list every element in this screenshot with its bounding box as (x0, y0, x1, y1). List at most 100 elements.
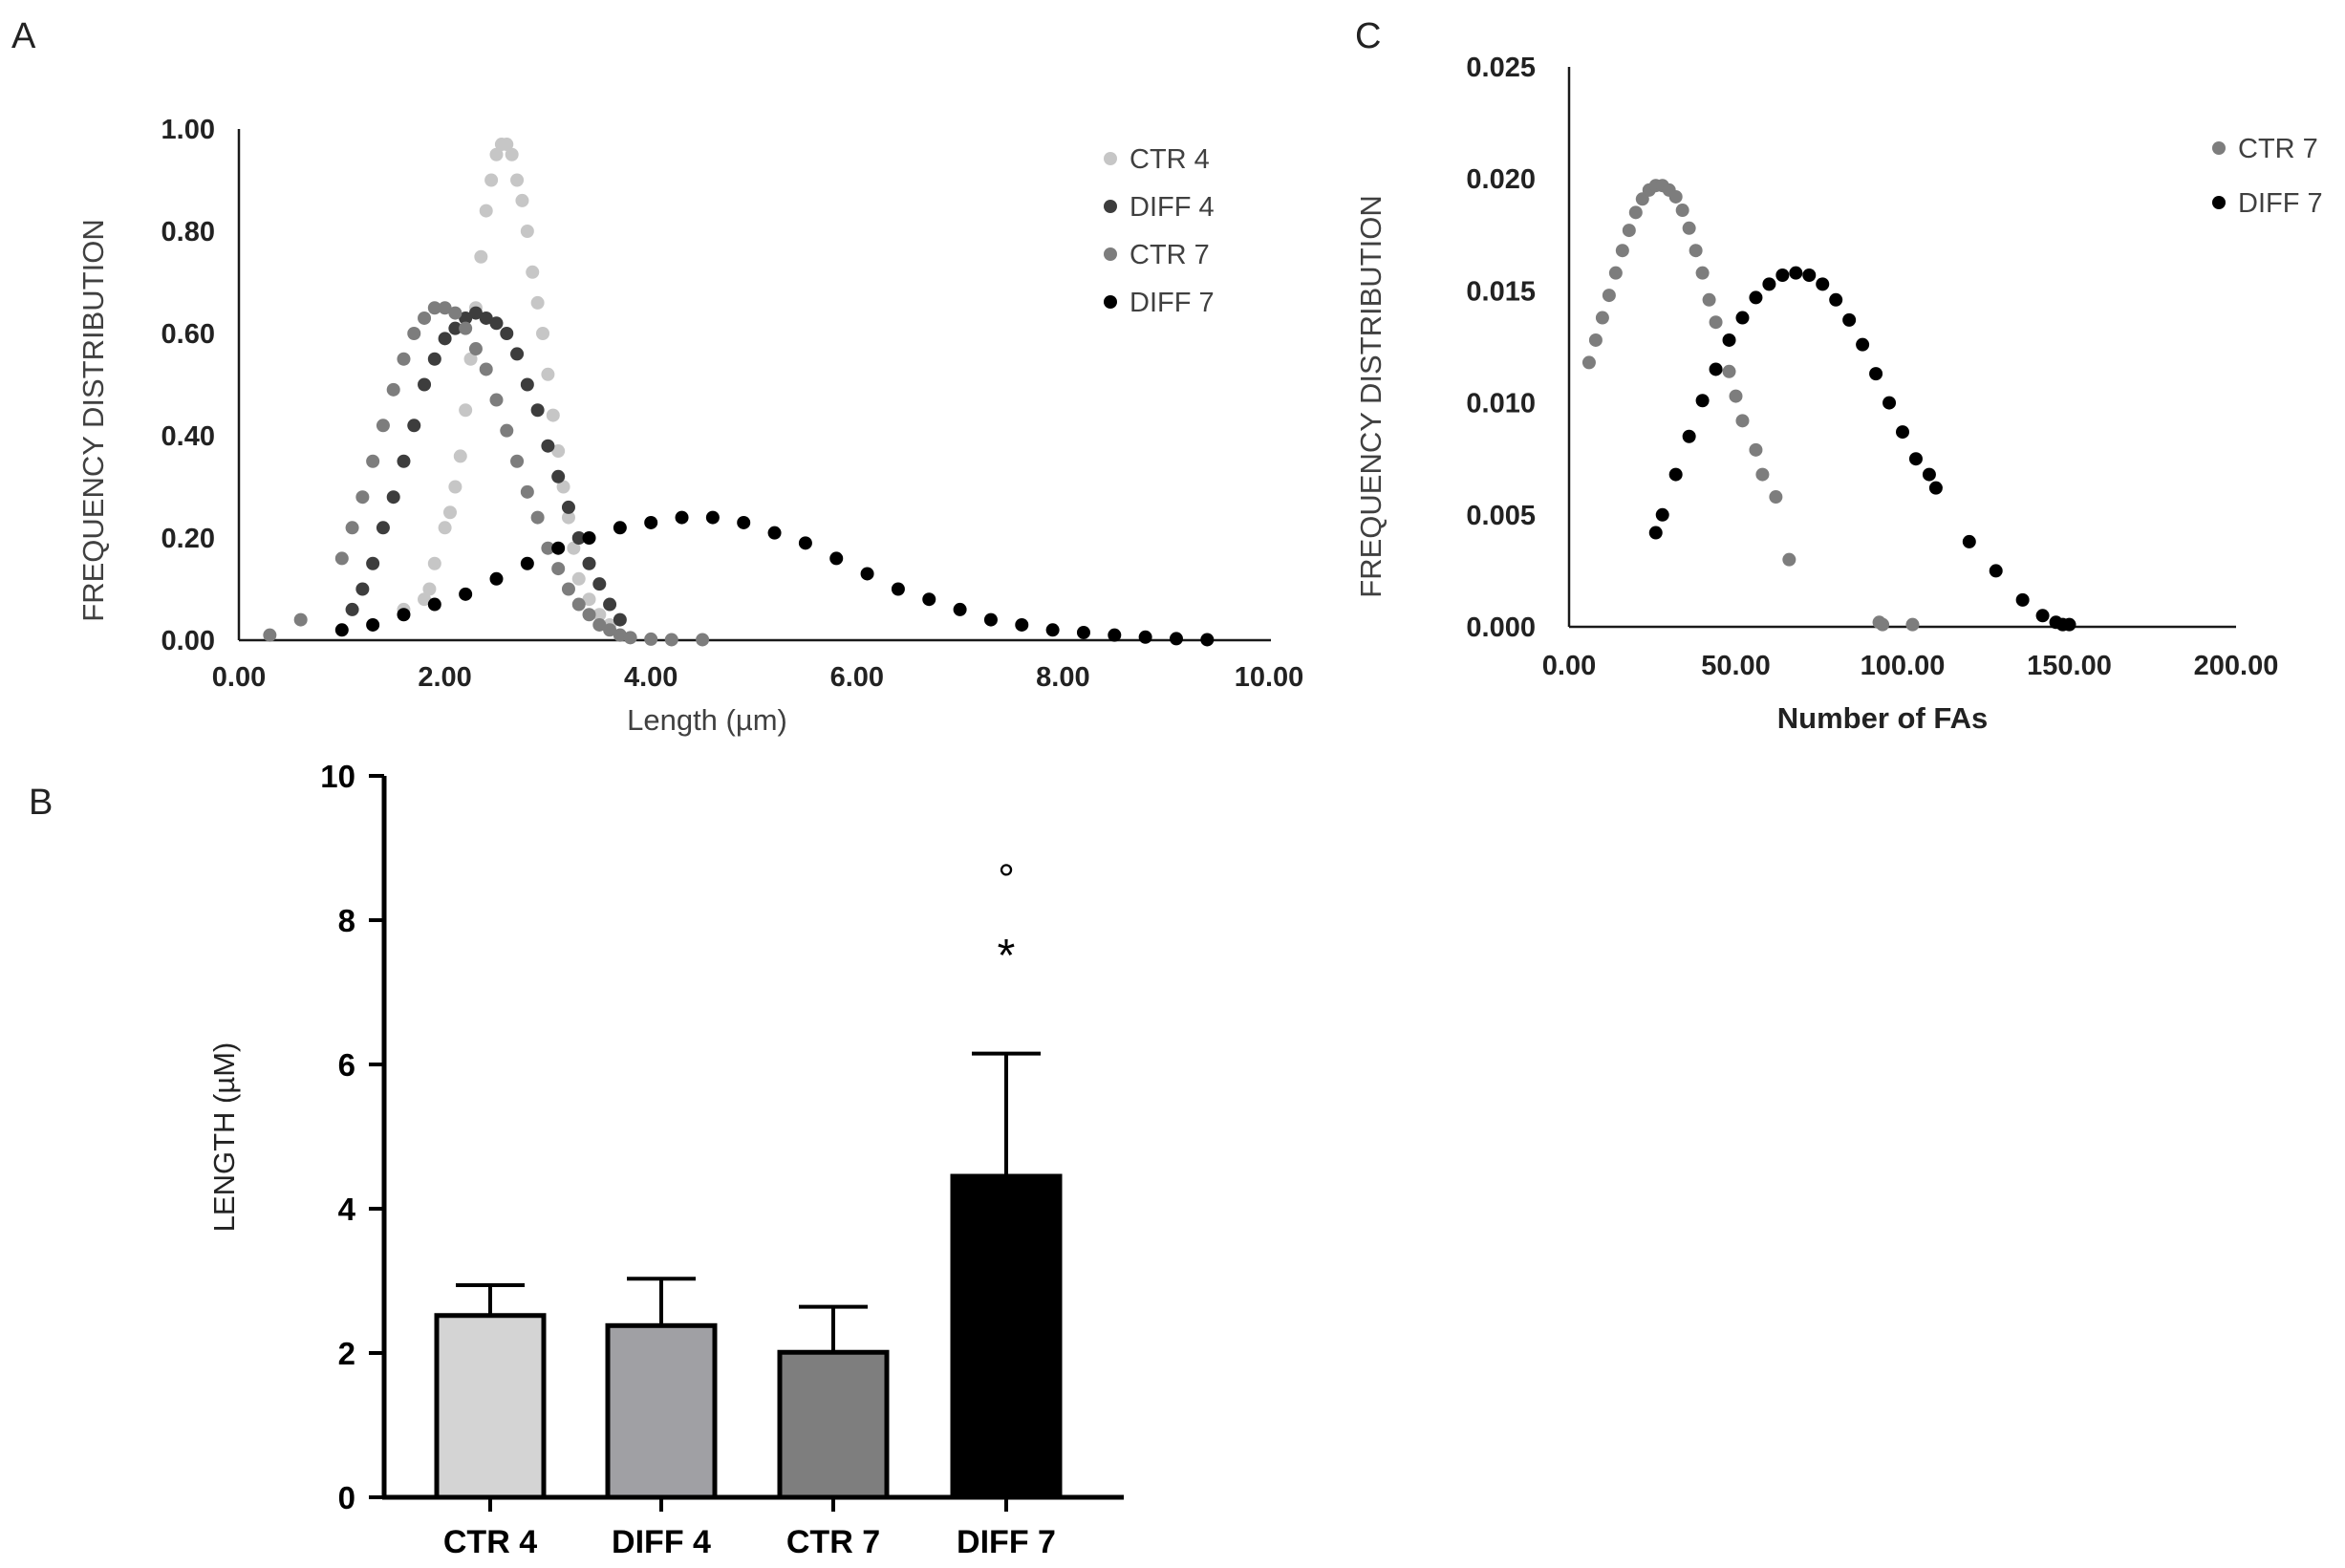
data-point (1769, 490, 1783, 505)
data-point (366, 617, 380, 632)
data-point (571, 571, 586, 586)
x-tick-label: 100.00 (1861, 651, 1946, 681)
x-tick-label: CTR 4 (443, 1524, 537, 1560)
panel-label-c: C (1355, 16, 1381, 56)
data-point (953, 602, 967, 616)
data-point (1709, 362, 1723, 376)
data-point (1905, 617, 1920, 632)
data-point (1602, 289, 1616, 303)
y-tick-label: 0.000 (1466, 612, 1536, 643)
data-point (1735, 311, 1750, 325)
data-point (1876, 617, 1890, 632)
legend-marker (2212, 196, 2226, 209)
data-point (407, 419, 421, 433)
data-point (505, 147, 519, 161)
panel-a-chart: FREQUENCY DISTRIBUTION Length (µm) 0.00 2… (76, 115, 1303, 737)
data-point (427, 556, 441, 570)
data-point (1615, 244, 1629, 258)
legend-label: DIFF 7 (1129, 288, 1215, 318)
panel-b-y-axis-title: LENGTH (µM) (207, 1042, 241, 1233)
data-point (767, 526, 782, 540)
data-point (551, 444, 566, 459)
data-point (489, 316, 504, 331)
data-point (571, 531, 586, 545)
data-point (613, 628, 627, 642)
data-point (334, 623, 349, 637)
data-point (397, 352, 411, 366)
data-point (551, 541, 566, 555)
data-point (1695, 266, 1710, 280)
data-point (829, 551, 844, 566)
data-point (556, 480, 570, 494)
data-point (551, 469, 566, 483)
bar (434, 1313, 547, 1500)
y-tick-label: 0.025 (1466, 53, 1536, 83)
data-point (459, 311, 473, 325)
x-tick-label: DIFF 4 (612, 1524, 711, 1560)
data-point (1735, 414, 1750, 428)
y-tick-label: 4 (338, 1192, 356, 1227)
data-point (1588, 333, 1603, 347)
data-point (427, 597, 441, 612)
data-point (1076, 625, 1090, 639)
legend-label: DIFF 4 (1129, 192, 1215, 223)
data-point (1675, 204, 1689, 218)
data-point (922, 592, 936, 607)
data-point (1722, 364, 1736, 378)
data-point (675, 510, 689, 525)
x-tick-label: 4.00 (624, 662, 678, 693)
legend-label: CTR 7 (1129, 240, 1210, 270)
data-point (551, 562, 566, 576)
data-point (334, 551, 349, 566)
data-point (1702, 292, 1716, 307)
data-point (546, 408, 560, 422)
data-point (500, 138, 514, 152)
data-point (489, 393, 504, 407)
data-point (510, 454, 525, 468)
data-point (1749, 442, 1763, 457)
x-tick-label: 0.00 (1542, 651, 1596, 681)
legend-marker (1104, 247, 1117, 261)
data-point (1908, 452, 1923, 466)
data-point (1829, 292, 1843, 307)
data-point (1729, 389, 1743, 403)
data-point (644, 632, 658, 646)
data-point (582, 556, 596, 570)
data-point (520, 377, 534, 392)
x-tick-label: 6.00 (830, 662, 884, 693)
data-point (407, 327, 421, 340)
y-tick-label: 0 (338, 1480, 355, 1515)
data-point (397, 454, 411, 468)
data-point (376, 419, 390, 433)
data-point (1775, 268, 1790, 282)
data-point (567, 541, 581, 555)
data-point (613, 521, 627, 535)
legend-marker (1104, 200, 1117, 213)
y-tick-label: 8 (338, 903, 355, 938)
data-point (520, 484, 534, 499)
legend-marker (1104, 152, 1117, 165)
data-point (705, 510, 720, 525)
data-point (1928, 481, 1943, 495)
data-point (448, 480, 463, 494)
data-point (459, 587, 473, 601)
data-point (442, 505, 457, 520)
data-point (613, 612, 627, 627)
data-point (1755, 467, 1770, 482)
x-tick-label: 10.00 (1235, 662, 1304, 693)
data-point (1762, 277, 1776, 291)
data-point (1689, 244, 1703, 258)
data-point (510, 173, 525, 187)
panel-c-x-axis-title: Number of FAs (1777, 701, 1988, 735)
panel-a-y-axis-title: FREQUENCY DISTRIBUTION (76, 219, 110, 621)
data-point (582, 608, 596, 622)
data-point (453, 449, 467, 463)
data-point (1842, 312, 1857, 327)
data-point (459, 321, 473, 335)
data-point (603, 597, 617, 612)
x-tick-label: DIFF 7 (957, 1524, 1056, 1560)
data-point (427, 352, 441, 366)
y-tick-label: 2 (338, 1336, 355, 1371)
bar (950, 1173, 1063, 1500)
data-point (479, 311, 493, 325)
